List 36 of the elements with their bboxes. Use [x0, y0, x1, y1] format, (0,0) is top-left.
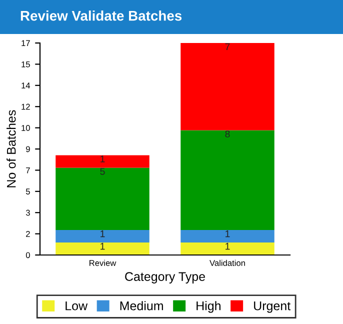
y-tick-label: 10 [22, 125, 30, 131]
y-tick-label: 0 [26, 252, 30, 258]
data-label: 1 [100, 242, 105, 250]
y-tick-label: 17 [22, 40, 30, 46]
bar [180, 242, 274, 255]
data-label: 1 [226, 230, 230, 238]
data-label: 1 [100, 156, 105, 162]
data-label: 7 [225, 43, 230, 50]
y-tick-label: 2 [26, 231, 30, 237]
bar [180, 43, 274, 130]
y-tick-label: 14 [22, 82, 30, 88]
data-label: 5 [100, 168, 105, 175]
x-axis-title: Category Type [125, 272, 205, 284]
y-axis-title: No of Batches [6, 110, 16, 188]
x-tick-label: Review [90, 260, 116, 266]
y-tick-label: 12 [22, 104, 30, 110]
y-tick-label: 3 [26, 210, 30, 216]
bar [56, 242, 150, 255]
y-tick-label: 7 [26, 167, 30, 174]
y-tick-label: 15 [22, 61, 30, 68]
bar [180, 130, 274, 230]
bar [180, 230, 274, 243]
legend-label: High [196, 301, 220, 313]
bar [56, 168, 150, 230]
legend-label: Medium [120, 301, 163, 310]
chart-title: Review Validate Batches [20, 10, 182, 21]
legend-label: Low [66, 302, 88, 310]
y-tick-label: 5 [26, 188, 30, 194]
y-tick-label: 9 [26, 146, 30, 152]
data-label: 1 [226, 242, 230, 250]
legend-label: Urgent [254, 302, 290, 313]
data-label: 1 [100, 230, 105, 238]
bar [56, 230, 150, 243]
bar [56, 155, 150, 168]
x-tick-label: Validation [210, 260, 245, 266]
data-label: 8 [225, 130, 230, 138]
